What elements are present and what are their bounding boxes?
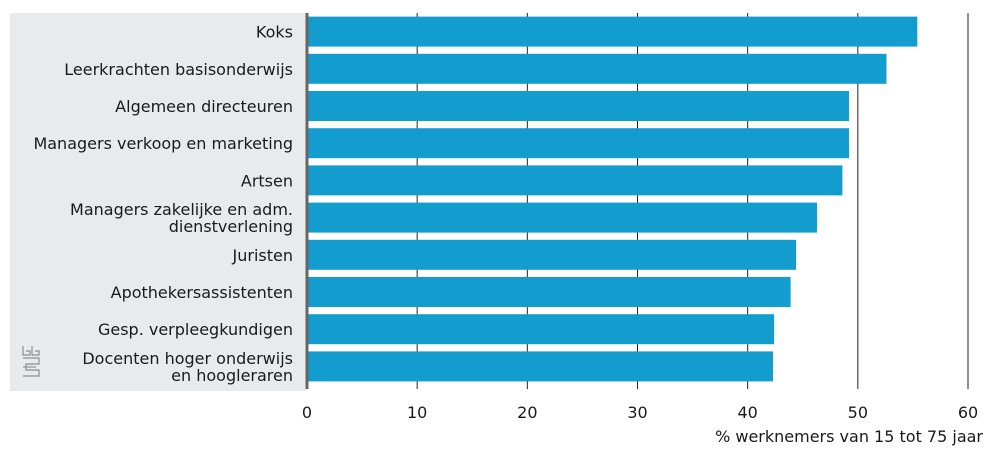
category-label: Artsen bbox=[241, 171, 293, 190]
x-tick-label: 40 bbox=[737, 403, 757, 422]
cbs-logo-icon bbox=[22, 346, 40, 377]
x-tick-label: 50 bbox=[848, 403, 868, 422]
category-label: Algemeen directeuren bbox=[115, 97, 293, 116]
x-tick-label: 0 bbox=[302, 403, 312, 422]
category-label: Docenten hoger onderwijs en hoogleraren bbox=[82, 349, 293, 385]
bar bbox=[307, 128, 850, 159]
x-tick-label: 60 bbox=[958, 403, 978, 422]
x-tick-labels: 0 10 20 30 40 50 60 bbox=[302, 403, 978, 422]
x-tick-label: 30 bbox=[627, 403, 647, 422]
category-label: Leerkrachten basisonderwijs bbox=[64, 60, 293, 79]
bars bbox=[307, 16, 918, 382]
bar bbox=[307, 53, 887, 84]
category-label: Managers verkoop en marketing bbox=[33, 134, 293, 153]
bar bbox=[307, 351, 774, 382]
bar bbox=[307, 16, 918, 47]
bar bbox=[307, 165, 843, 196]
category-label-panel bbox=[10, 13, 306, 391]
bar bbox=[307, 314, 775, 345]
bar bbox=[307, 202, 818, 233]
category-label: Gesp. verpleegkundigen bbox=[98, 320, 293, 339]
bar bbox=[307, 277, 791, 307]
category-label: Apothekersassistenten bbox=[111, 283, 293, 302]
category-label: Koks bbox=[256, 23, 293, 42]
category-labels: Koks Leerkrachten basisonderwijs Algemeen … bbox=[33, 23, 293, 385]
category-label: Managers zakelijke en adm. dienstverlenin… bbox=[70, 200, 293, 236]
x-tick-label: 20 bbox=[517, 403, 537, 422]
x-tick-label: 10 bbox=[407, 403, 427, 422]
bar bbox=[307, 91, 850, 121]
x-axis-label: % werknemers van 15 tot 75 jaar bbox=[715, 427, 983, 446]
category-label: Juristen bbox=[232, 246, 293, 265]
bar bbox=[307, 239, 797, 270]
